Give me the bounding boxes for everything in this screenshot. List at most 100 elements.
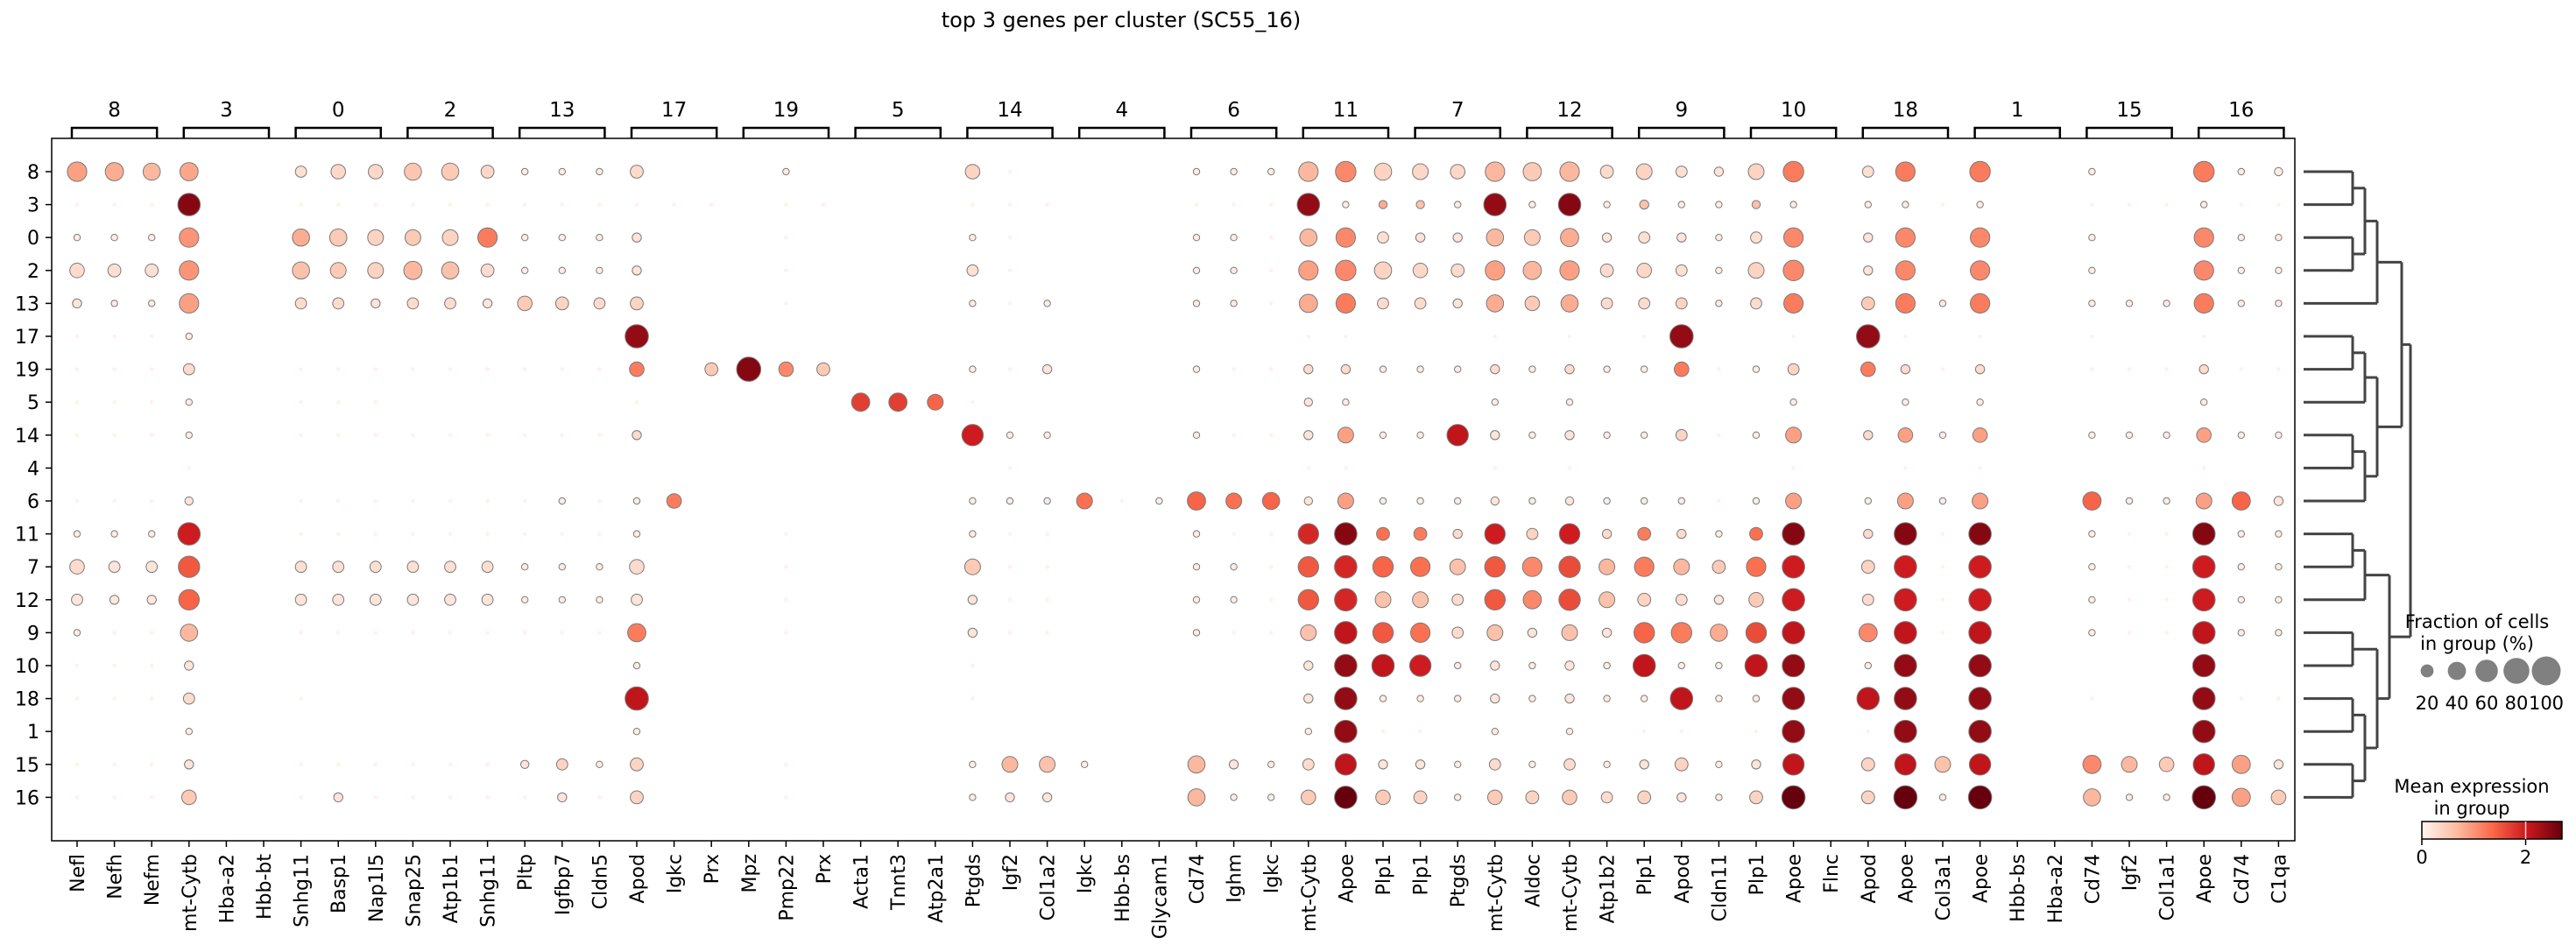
dot-6-Apoe: [1896, 492, 1914, 510]
dot-13-Ptgds: [1452, 298, 1463, 309]
dot-15-Cldn5: [596, 760, 603, 768]
dot-0-Aldoc: [1523, 229, 1541, 246]
group-label: 19: [773, 99, 799, 122]
group-label: 0: [332, 99, 345, 122]
dot-15-Cd74: [2082, 754, 2102, 774]
dot-9-Snap25: [411, 631, 415, 635]
dot-16-Apoe: [1334, 786, 1358, 809]
row-label: 12: [15, 590, 39, 612]
dot-3-mt-Cytb: [1296, 193, 1321, 216]
dot-10-Apoe: [1782, 653, 1805, 678]
dot-16-Cldn11: [1715, 793, 1723, 801]
dot-13-Apoe: [1895, 293, 1916, 314]
dot-1-mt-Cytb: [185, 728, 194, 736]
dot-15-mt-Cytb: [1488, 758, 1501, 771]
row-label: 1: [27, 722, 39, 744]
group-bracket: [70, 126, 159, 138]
dot-2-Atp1b1: [441, 261, 460, 280]
dot-9-Ighm: [1232, 631, 1236, 635]
dot-19-Atp1b1: [448, 367, 453, 371]
dot-12-Igfbp7: [558, 596, 566, 603]
dot-14-Igf2: [1006, 431, 1014, 439]
dot-9-Cd74: [2237, 629, 2246, 637]
dot-19-Ptgds: [1454, 365, 1462, 373]
dot-3-Igkc: [1268, 202, 1274, 207]
dot-11-Cd74: [2237, 530, 2246, 538]
size-legend-dot: [2475, 659, 2498, 682]
column-label: Atp1b2: [1598, 854, 1620, 923]
dot-12-Apoe: [1894, 588, 1917, 612]
dot-9-Apod: [1670, 622, 1693, 644]
plot-frame: [51, 138, 2296, 842]
dot-11-Apoe: [1968, 522, 1992, 546]
dot-0-mt-Cytb: [1299, 228, 1318, 247]
dot-6-Plp1: [1416, 497, 1424, 505]
row-label: 3: [27, 195, 39, 217]
dot-14-C1qa: [2275, 431, 2283, 439]
column-label: Apoe: [2194, 854, 2216, 903]
dot-19-Nap1l5: [373, 367, 378, 371]
column-label: Glycam1: [1149, 854, 1171, 939]
dot-15-Apoe: [1782, 753, 1805, 776]
dot-12-Plp1: [1748, 592, 1764, 608]
dot-4-mt-Cytb: [1567, 466, 1572, 470]
color-legend-bar: [2421, 821, 2563, 840]
dot-19-Cd74: [2239, 367, 2244, 371]
dot-8-Nefh: [104, 162, 124, 181]
dot-15-Snap25: [411, 762, 415, 767]
group-label: 14: [997, 99, 1022, 122]
dot-13-mt-Cytb: [1298, 293, 1318, 314]
dot-18-mt-Cytb: [1490, 693, 1500, 704]
dot-15-Igkc: [1267, 760, 1275, 768]
dot-6-mt-Cytb: [1303, 496, 1314, 506]
dot-11-Basp1: [335, 532, 341, 536]
dot-5-Apoe: [1902, 398, 1909, 406]
dot-7-Snap25: [406, 561, 420, 574]
dot-9-Apoe: [1968, 621, 1992, 645]
dot-12-Pmp22: [784, 597, 788, 603]
dot-9-mt-Cytb: [1561, 624, 1578, 641]
dot-14-Cldn11: [1717, 433, 1721, 438]
dot-7-Snhg11: [294, 561, 307, 574]
dot-15-Nefh: [112, 762, 116, 767]
dot-13-Apod: [630, 296, 644, 311]
dot-19-Col1a1: [2164, 367, 2169, 371]
dot-7-Igkc: [1268, 564, 1274, 569]
dot-19-mt-Cytb: [1564, 363, 1575, 375]
dot-5-Basp1: [335, 399, 341, 405]
dot-12-Nefh: [109, 595, 120, 605]
dot-12-Plp1: [1412, 591, 1429, 609]
dot-2-Plp1: [1636, 263, 1652, 279]
dot-13-Col3a1: [1938, 300, 1947, 307]
dot-10-Nefl: [74, 663, 80, 668]
dot-15-Col3a1: [1934, 756, 1951, 773]
dot-19-mt-Cytb: [182, 363, 195, 376]
dot-7-Atp1b1: [444, 561, 456, 574]
dot-16-Nefl: [74, 795, 80, 800]
color-legend-title: Mean expression: [2394, 776, 2549, 797]
dot-5-Nap1l5: [373, 399, 378, 405]
dot-12-Apoe: [1782, 588, 1805, 612]
dot-14-Nap1l5: [373, 433, 378, 438]
dot-11-Igf2: [1007, 532, 1013, 536]
dot-5-mt-Cytb: [1491, 398, 1500, 406]
dot-7-Pltp: [521, 563, 529, 571]
dot-7-Apoe: [2191, 554, 2216, 579]
dot-6-Igfbp7: [558, 497, 566, 505]
dot-0-Nefl: [73, 234, 81, 242]
dot-3-Apoe: [1342, 201, 1350, 208]
group-bracket: [2197, 126, 2285, 138]
dot-11-Col1a2: [1045, 532, 1049, 536]
dot-12-Igkc: [1268, 597, 1274, 603]
dot-14-Col1a2: [1043, 431, 1051, 439]
size-legend-label: 80: [2505, 693, 2529, 714]
dot-19-Cd74: [1192, 365, 1201, 373]
row-label: 10: [15, 656, 39, 678]
dot-17-Apoe: [1978, 334, 1982, 339]
dot-8-Nefm: [142, 162, 161, 181]
dot-11-Col1a1: [2164, 532, 2169, 536]
dot-7-Nefl: [69, 559, 85, 575]
dot-13-mt-Cytb: [179, 293, 200, 314]
dot-11-Apod: [1863, 528, 1874, 539]
dot-12-Cd74: [2088, 596, 2096, 603]
